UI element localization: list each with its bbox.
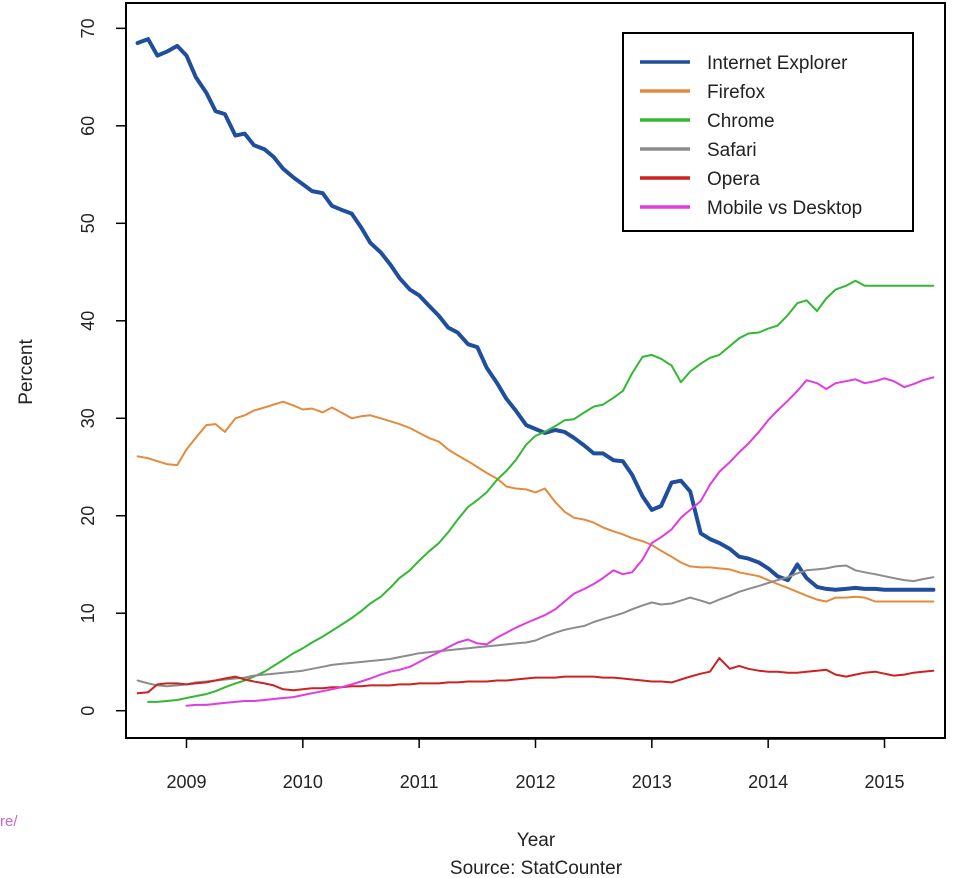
stray-text-fragment: re/: [0, 813, 18, 830]
y-axis: 0 10 20 30 40 50 60 70: [78, 18, 126, 716]
y-tick-label: 0: [78, 706, 98, 716]
series-lines: [135, 37, 936, 707]
x-axis: 2009 2010 2011 2012 2013 2014 2015: [166, 738, 905, 792]
legend-box: [622, 32, 914, 232]
series-line-mobile-vs-desktop: [185, 376, 935, 707]
y-tick-label: 50: [78, 213, 98, 233]
legend-label: Firefox: [707, 82, 766, 103]
legend: Internet Explorer Firefox Chrome Safari Oper…: [622, 32, 914, 232]
series-line-safari: [136, 564, 935, 688]
y-axis-title: Percent: [16, 339, 37, 405]
series-line-chrome: [147, 279, 935, 703]
y-tick-label: 40: [78, 311, 98, 331]
series-line-firefox: [136, 400, 935, 603]
x-tick-label: 2013: [632, 772, 672, 792]
x-tick-label: 2014: [748, 772, 788, 792]
x-tick-label: 2011: [400, 772, 439, 792]
legend-label: Opera: [707, 169, 760, 190]
x-axis-title: Year: [517, 830, 556, 851]
y-tick-label: 10: [78, 603, 98, 623]
legend-label: Safari: [707, 140, 757, 161]
legend-label: Mobile vs Desktop: [707, 198, 862, 219]
y-tick-label: 20: [78, 506, 98, 526]
y-tick-label: 70: [78, 18, 98, 38]
series-line-opera: [136, 657, 935, 695]
legend-label: Chrome: [707, 111, 775, 132]
x-tick-label: 2009: [166, 772, 206, 792]
legend-label: Internet Explorer: [707, 53, 848, 74]
x-tick-label: 2012: [515, 772, 555, 792]
x-tick-label: 2015: [864, 772, 904, 792]
series-line-internet-explorer: [135, 37, 936, 592]
x-tick-label: 2010: [283, 772, 323, 792]
source-caption: Source: StatCounter: [450, 858, 623, 878]
y-tick-label: 60: [78, 116, 98, 136]
y-tick-label: 30: [78, 408, 98, 428]
